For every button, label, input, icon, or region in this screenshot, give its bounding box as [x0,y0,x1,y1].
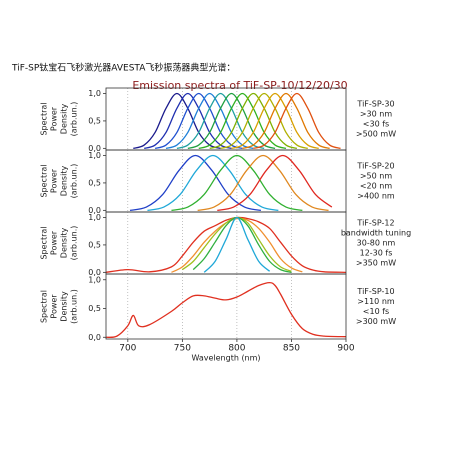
x-tick-label: 850 [283,344,300,354]
spectrum-line [192,216,292,273]
model-annotation: TiF-SP-12 [356,219,394,228]
spectrum-line [171,217,303,273]
model-annotation: >110 nm [357,297,395,306]
model-annotation: TiF-SP-10 [356,287,394,296]
y-tick-label: 1,0 [88,89,101,98]
spectrum-line [143,92,232,149]
plot-area [129,154,333,211]
panel-frame [105,273,347,340]
model-annotation: >30 nm [360,110,392,119]
model-annotation: >400 nm [357,192,395,201]
model-annotation: <10 fs [363,307,389,316]
y-tick-label: 1,0 [88,275,101,284]
y-axis-label: (arb.un.) [70,289,79,324]
y-tick-label: 0,5 [88,240,101,249]
y-tick-label: 0,0 [88,206,101,215]
x-axis-label: Wavelength (nm) [191,354,260,363]
model-annotation: TiF-SP-20 [356,162,394,171]
spectrum-line [176,92,265,149]
x-tick-label: 900 [337,344,354,354]
y-axis-label: Density [60,291,69,322]
header: TiF-SP钛宝石飞秒激光器AVESTA飞秒振荡器典型光谱： [11,62,235,74]
model-annotation: <30 fs [363,120,389,129]
chart-title: Emission spectra of TiF-SP-10/12/20/30 [132,79,347,92]
spectrum-line [154,92,243,149]
y-axis-label: Spectral [40,102,49,135]
y-axis-label: Density [60,104,69,135]
y-tick-label: 0,0 [88,268,101,277]
y-tick-label: 1,0 [88,151,101,160]
model-annotation: <20 nm [360,182,392,191]
plot-area [133,92,341,149]
spectrum-line [217,154,333,211]
y-axis-label: (arb.un.) [70,102,79,137]
model-annotation: TiF-SP-30 [356,100,394,109]
y-axis-label: Spectral [40,290,49,323]
y-axis-label: Density [60,228,69,259]
spectrum-line [203,216,271,273]
y-axis-label: Spectral [40,164,49,197]
model-annotation: 12-30 fs [360,249,393,258]
model-annotation: bandwidth tuning [341,229,411,238]
model-annotation: >300 mW [356,317,396,326]
y-axis-label: Spectral [40,226,49,259]
y-axis-label: (arb.un.) [70,164,79,199]
spectrum-line [133,92,221,149]
panel-frame [105,211,347,275]
spectrum-line [165,92,254,149]
x-tick-label: 800 [228,344,245,354]
spectrum-line [242,92,330,149]
spectrum-line [209,92,298,149]
y-axis-label: Power [50,168,59,193]
model-annotation: 30-80 nm [357,239,396,248]
y-axis-label: Power [50,294,59,319]
plot-area [106,281,346,338]
model-annotation: >350 mW [356,259,396,268]
spectrum-line [197,154,329,211]
spectrum-line [106,281,346,338]
y-tick-label: 0,5 [88,116,101,125]
y-tick-label: 0,0 [88,144,101,153]
model-annotation: >500 mW [356,130,396,139]
spectrum-line [171,154,303,211]
y-axis-label: Power [50,106,59,131]
spectrum-line [220,92,309,149]
spectrum-line [253,92,341,149]
x-tick-label: 750 [174,344,191,354]
y-tick-label: 0,0 [88,333,101,342]
spectrum-line [187,92,276,149]
plot-area [106,216,346,274]
model-annotation: >50 nm [360,172,392,181]
y-axis-label: Density [60,166,69,197]
x-tick-label: 700 [119,344,136,354]
panel-frame [105,149,347,213]
spectrum-line [231,92,319,149]
y-tick-label: 0,5 [88,178,101,187]
y-axis-label: (arb.un.) [70,226,79,261]
spectrum-line [198,92,287,149]
spectrum-line [147,154,279,211]
y-tick-label: 1,0 [88,213,101,222]
y-tick-label: 0,5 [88,304,101,313]
y-axis-label: Power [50,230,59,255]
spectrum-line [129,154,262,211]
